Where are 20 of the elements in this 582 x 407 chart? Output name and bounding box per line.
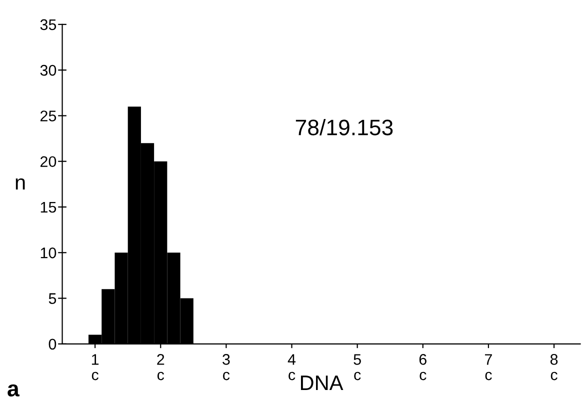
annotation: 78/19.153 — [296, 119, 393, 136]
y-tick-label: 20 — [40, 156, 56, 168]
y-tick-label: 35 — [40, 19, 56, 30]
x-tick-label: 7 c — [484, 354, 492, 380]
x-tick-label: 3 c — [222, 354, 230, 380]
y-tick-label: 10 — [40, 248, 56, 258]
x-axis-title: DNA — [300, 376, 344, 390]
y-axis-title: n — [16, 178, 25, 190]
x-tick-label: 1 c — [92, 354, 99, 380]
y-tick-label: 5 — [48, 293, 56, 304]
x-tick-label: 2 c — [157, 354, 164, 380]
y-tick-label: 15 — [40, 202, 56, 213]
y-tick-label: 25 — [40, 110, 56, 122]
y-tick-label: 30 — [40, 64, 56, 76]
x-tick-label: 6 c — [419, 354, 426, 380]
x-tick-label: 5 c — [354, 354, 361, 380]
text: a — [8, 384, 20, 397]
y-tick-label: 0 — [48, 338, 56, 350]
x-tick-label: 8 c — [550, 354, 558, 380]
x-tick-label: 4 c — [288, 354, 296, 380]
